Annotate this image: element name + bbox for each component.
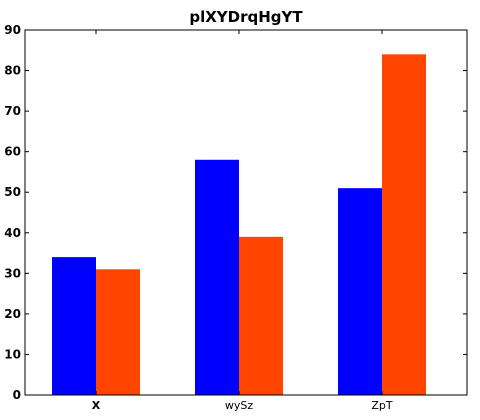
y-tick-label: 50	[4, 185, 21, 199]
y-axis-ticks: 0 10 20 30 40 50 60 70 80 90	[4, 23, 467, 402]
y-tick-label: 0	[13, 388, 21, 402]
y-tick-label: 30	[4, 266, 21, 280]
chart-title: plXYDrqHgYT	[189, 8, 303, 26]
x-tick-label-X: X	[92, 399, 101, 412]
y-tick-label: 90	[4, 23, 21, 37]
bar-series2-ZpT	[382, 54, 426, 395]
y-tick-label: 80	[4, 64, 21, 78]
y-tick-label: 60	[4, 145, 21, 159]
x-tick-label-wySz: wySz	[225, 399, 253, 412]
bars-group	[52, 54, 426, 395]
plot-frame	[24, 29, 468, 396]
x-tick-label-ZpT: ZpT	[371, 399, 393, 412]
y-tick-label: 20	[4, 307, 21, 321]
y-tick-label: 10	[4, 347, 21, 361]
bar-series2-wySz	[239, 236, 283, 395]
axes-group	[24, 29, 468, 396]
y-tick-label: 40	[4, 226, 21, 240]
bar-series1-ZpT	[338, 188, 382, 395]
bar-series1-wySz	[195, 159, 239, 395]
bar-series2-X	[96, 269, 140, 395]
y-tick-label: 70	[4, 104, 21, 118]
bar-series1-X	[52, 257, 96, 395]
